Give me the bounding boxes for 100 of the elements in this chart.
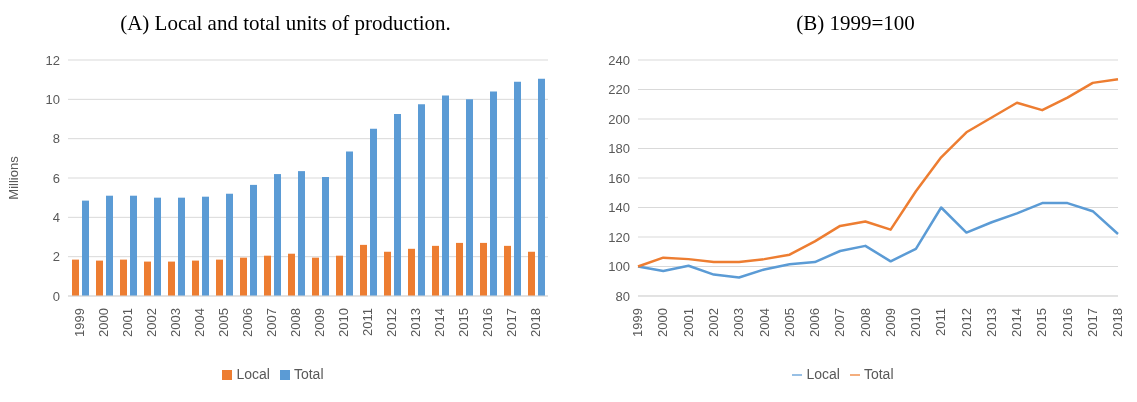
x-tick-label: 2015 — [456, 308, 472, 337]
bar — [298, 171, 305, 296]
x-tick-label: 2005 — [216, 308, 232, 337]
legend-label: Local — [806, 366, 840, 382]
x-tick-label: 2012 — [958, 308, 974, 337]
x-tick-label: 2004 — [756, 308, 772, 337]
bar — [466, 99, 473, 296]
bar — [538, 78, 545, 296]
x-tick-label: 2007 — [264, 308, 280, 337]
line-series — [636, 77, 1120, 268]
bar — [504, 245, 511, 296]
bar — [96, 260, 103, 296]
bar — [130, 195, 137, 296]
bar — [120, 259, 127, 296]
legend-label: Local — [236, 366, 270, 382]
bar — [360, 244, 367, 296]
x-tick-label: 1999 — [630, 308, 646, 337]
bar — [250, 184, 257, 296]
bar — [288, 253, 295, 296]
bar — [432, 245, 439, 296]
y-tick-label: 220 — [608, 82, 630, 98]
y-tick-label: 80 — [615, 288, 630, 304]
bar — [370, 128, 377, 296]
bar — [226, 193, 233, 296]
x-tick-label: 2009 — [882, 308, 898, 337]
x-tick-label: 2017 — [504, 308, 520, 337]
bar — [178, 197, 185, 296]
bar — [346, 151, 353, 296]
x-tick-label: 2010 — [336, 308, 352, 337]
bar — [514, 81, 521, 296]
bar — [192, 260, 199, 296]
bar — [240, 257, 247, 296]
x-tick-label: 2016 — [1059, 308, 1075, 337]
x-tick-label: 2003 — [731, 308, 747, 337]
bar — [408, 248, 415, 296]
x-tick-label: 2005 — [781, 308, 797, 337]
x-tick-label: 2018 — [528, 308, 544, 337]
x-tick-label: 2006 — [240, 308, 256, 337]
x-tick-label: 2009 — [312, 308, 328, 337]
bar — [82, 200, 89, 296]
bar — [274, 174, 281, 296]
y-tick-label: 160 — [608, 170, 630, 186]
y-tick-label: 6 — [52, 170, 60, 186]
y-tick-label: 2 — [52, 249, 60, 265]
x-tick-label: 2013 — [408, 308, 424, 337]
x-tick-label: 2014 — [432, 308, 448, 337]
chart-title: (B) 1999=100 — [795, 10, 916, 37]
x-tick-label: 2003 — [168, 308, 184, 337]
y-tick-label: 180 — [608, 141, 630, 157]
y-tick-label: 4 — [52, 209, 60, 225]
y-tick-label: 120 — [608, 229, 630, 245]
x-tick-label: 2002 — [706, 308, 722, 337]
bar — [394, 114, 401, 296]
x-tick-label: 2018 — [1110, 308, 1126, 337]
bar — [456, 242, 463, 296]
y-tick-label: 140 — [608, 200, 630, 216]
x-tick-label: 2014 — [1009, 308, 1025, 337]
bar — [154, 197, 161, 296]
bar — [384, 251, 391, 296]
x-tick-label: 2008 — [857, 308, 873, 337]
bar — [528, 251, 535, 296]
bar — [336, 255, 343, 296]
x-tick-label: 2008 — [288, 308, 304, 337]
x-tick-label: 2013 — [983, 308, 999, 337]
x-tick-label: 2007 — [832, 308, 848, 337]
x-tick-label: 1999 — [72, 308, 88, 337]
x-tick-label: 2015 — [1034, 308, 1050, 337]
x-tick-label: 2016 — [480, 308, 496, 337]
y-tick-label: 240 — [608, 52, 630, 68]
bar — [312, 257, 319, 296]
x-tick-label: 2004 — [192, 308, 208, 337]
bar — [264, 255, 271, 296]
x-tick-label: 2012 — [384, 308, 400, 337]
y-tick-label: 8 — [52, 131, 60, 147]
bar — [490, 91, 497, 296]
y-tick-label: 0 — [52, 288, 60, 304]
y-axis-title: Millions — [5, 155, 21, 200]
bar — [216, 259, 223, 296]
x-tick-label: 2011 — [360, 308, 376, 336]
bar — [442, 95, 449, 296]
x-tick-label: 2010 — [908, 308, 924, 337]
x-tick-label: 2006 — [807, 308, 823, 337]
chart-title: (A) Local and total units of production. — [119, 10, 452, 37]
bar — [72, 259, 79, 296]
y-tick-label: 200 — [608, 111, 630, 127]
x-tick-label: 2017 — [1084, 308, 1100, 337]
legend-label: Total — [293, 366, 324, 382]
y-tick-label: 12 — [45, 52, 60, 68]
x-tick-label: 2001 — [120, 308, 136, 337]
x-tick-label: 2011 — [933, 308, 949, 336]
bar — [480, 242, 487, 296]
bar — [168, 261, 175, 296]
bar — [106, 195, 113, 296]
y-tick-label: 10 — [45, 91, 60, 107]
x-tick-label: 2002 — [144, 308, 160, 337]
legend-label: Total — [863, 366, 894, 382]
bar — [202, 196, 209, 296]
x-tick-label: 2000 — [655, 308, 671, 337]
line-series — [636, 201, 1120, 279]
bar — [144, 261, 151, 296]
